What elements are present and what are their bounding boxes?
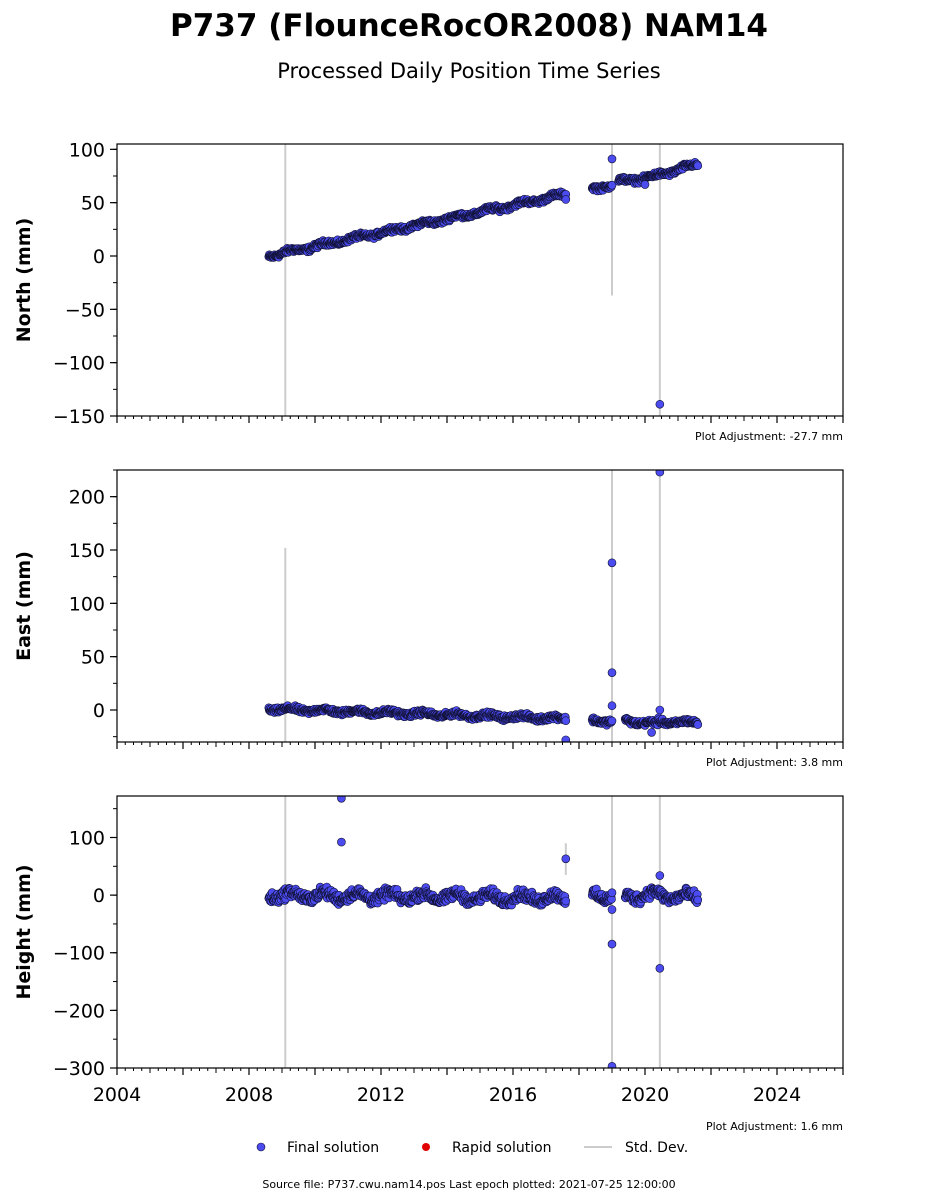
north-ytick-label: 100: [69, 139, 105, 161]
north-outlier-point: [655, 399, 665, 409]
legend-final-label: Final solution: [287, 1140, 379, 1156]
north-ytick-label: 50: [81, 193, 105, 215]
height-panel: −300 −200 −100 0 100 2004 2008 2012 2016 2020 2024: [53, 795, 844, 1106]
east-outlier-point: [655, 470, 665, 477]
height-xtick-label: 2016: [489, 1084, 537, 1106]
height-ytick-label: −200: [53, 1000, 105, 1022]
east-outlier-point: [655, 705, 665, 715]
east-ytick-label: 50: [81, 647, 105, 669]
east-outlier-point: [647, 728, 656, 737]
east-axes-frame: [116, 469, 844, 743]
legend: Final solution Rapid solution Std. Dev.: [256, 1140, 688, 1156]
east-ytick-label: 200: [69, 487, 105, 509]
height-plot-area: [264, 796, 703, 1068]
east-outlier-point: [607, 701, 617, 711]
north-outlier-point: [607, 154, 617, 164]
north-outlier-point: [640, 180, 650, 189]
north-outlier-point: [561, 195, 571, 204]
height-xtick-label: 2012: [357, 1084, 405, 1106]
east-data-point: [693, 720, 703, 729]
source-note: Source file: P737.cwu.nam14.pos Last epo…: [262, 1178, 675, 1191]
height-ytick-label: 100: [69, 827, 105, 849]
height-outlier-point: [607, 905, 617, 914]
east-outlier-point: [561, 735, 571, 742]
north-ytick-label: −150: [53, 406, 105, 428]
legend-stddev-label: Std. Dev.: [625, 1140, 688, 1156]
east-outlier-point: [607, 668, 617, 677]
east-data-point: [607, 716, 617, 726]
height-data-point: [561, 896, 571, 906]
height-xtick-label: 2004: [93, 1084, 141, 1106]
east-adjustment-note: Plot Adjustment: 3.8 mm: [706, 756, 843, 769]
height-adjustment-note: Plot Adjustment: 1.6 mm: [706, 1120, 843, 1133]
height-xtick-label: 2024: [753, 1084, 801, 1106]
height-outlier-point: [655, 871, 665, 880]
north-ylabel: North (mm): [13, 218, 35, 343]
north-ytick-label: 0: [93, 246, 105, 268]
north-panel: −150 −100 −50 0 50 100: [53, 139, 844, 428]
height-outlier-point: [561, 854, 571, 864]
height-outlier-point: [337, 796, 346, 803]
north-data-point: [693, 161, 703, 170]
east-data-point: [561, 716, 571, 726]
height-ytick-label: −100: [53, 943, 105, 965]
height-outlier-point: [655, 964, 665, 973]
north-adjustment-note: Plot Adjustment: -27.7 mm: [695, 430, 843, 443]
height-outlier-point: [607, 1061, 617, 1068]
east-ytick-label: 150: [69, 540, 105, 562]
east-ylabel: East (mm): [13, 551, 35, 661]
height-outlier-point: [337, 837, 346, 847]
height-data-point: [693, 895, 703, 905]
legend-rapid-marker: [422, 1143, 430, 1151]
east-panel: 0 50 100 150 200: [69, 469, 844, 749]
east-outlier-point: [607, 558, 617, 568]
legend-rapid-label: Rapid solution: [452, 1140, 552, 1156]
east-ytick-label: 100: [69, 593, 105, 615]
chart-title: P737 (FlounceRocOR2008) NAM14: [170, 8, 768, 44]
height-ytick-label: −300: [53, 1058, 105, 1080]
height-ylabel: Height (mm): [13, 864, 35, 999]
height-xtick-label: 2008: [225, 1084, 273, 1106]
height-axes-frame: [116, 795, 844, 1069]
north-plot-area: [264, 144, 703, 416]
height-outlier-point: [607, 939, 617, 949]
height-xtick-label: 2020: [621, 1084, 669, 1106]
height-ytick-label: 0: [93, 885, 105, 907]
north-ytick-label: −50: [65, 299, 105, 321]
north-data-point: [607, 180, 617, 190]
north-ytick-label: −100: [53, 353, 105, 375]
legend-final-marker: [256, 1142, 266, 1152]
height-data-point: [607, 888, 617, 898]
chart-subtitle: Processed Daily Position Time Series: [277, 59, 661, 83]
east-plot-area: [264, 470, 703, 742]
east-ytick-label: 0: [93, 700, 105, 722]
north-axes-frame: [116, 143, 844, 417]
